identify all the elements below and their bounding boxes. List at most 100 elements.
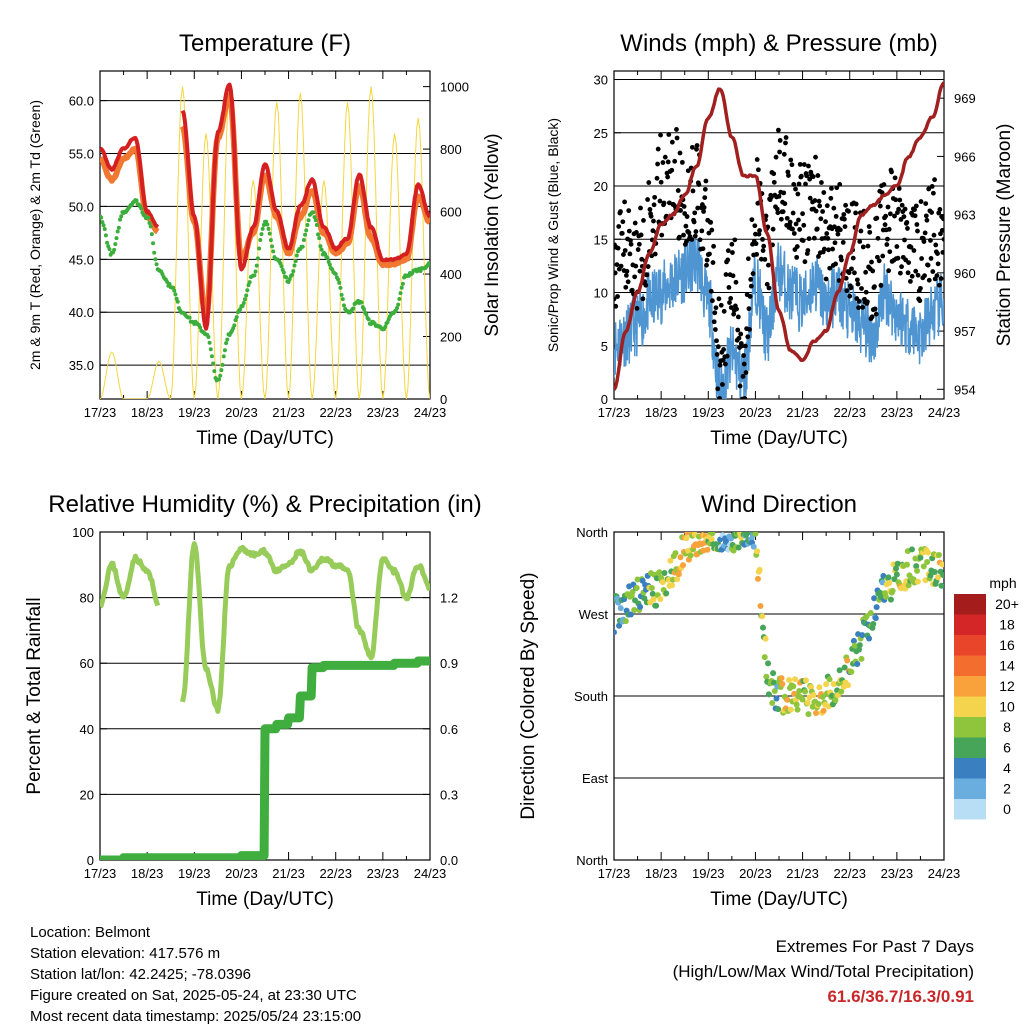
gust-point [897, 197, 903, 203]
dewpoint-point [293, 259, 298, 264]
direction-point [648, 585, 655, 592]
direction-point [622, 618, 629, 625]
gust-point [817, 203, 823, 209]
y-tick-label: 40.0 [69, 305, 94, 320]
precipitation-line [100, 656, 430, 860]
y-tick-label: 30 [594, 73, 608, 88]
gust-point [750, 271, 756, 276]
dewpoint-point [244, 293, 249, 298]
gust-point [774, 206, 780, 212]
direction-point [810, 692, 817, 699]
x-axis-label: Time (Day/UTC) [710, 428, 848, 449]
gust-point [753, 231, 758, 237]
gust-point [681, 204, 687, 209]
gust-point [689, 237, 695, 242]
direction-point [851, 642, 858, 649]
gust-point [840, 240, 846, 245]
dewpoint-point [351, 306, 356, 311]
gust-point [632, 274, 638, 280]
y-tick-label: 40 [80, 722, 94, 737]
gust-point [902, 206, 908, 212]
gust-point [711, 243, 716, 249]
y-tick-label: 35.0 [69, 358, 94, 373]
gust-point [933, 242, 939, 248]
dewpoint-point [219, 368, 224, 373]
dewpoint-point [257, 246, 262, 251]
direction-point [913, 563, 920, 570]
y-tick-label: 25 [594, 126, 608, 141]
x-tick-label: 23/23 [367, 866, 400, 881]
gust-point [935, 251, 940, 256]
direction-point [754, 548, 761, 555]
gust-point [745, 334, 751, 340]
dewpoint-point [245, 288, 250, 293]
dewpoint-point [217, 377, 222, 382]
gust-point [775, 210, 781, 216]
direction-point [786, 677, 793, 684]
dewpoint-point [261, 223, 266, 228]
gust-point [723, 272, 729, 277]
gust-point [709, 227, 715, 233]
dewpoint-point [336, 277, 341, 282]
direction-point [770, 679, 777, 686]
gust-point [860, 304, 866, 310]
gust-point [886, 226, 892, 232]
dewpoint-point [300, 244, 305, 249]
dewpoint-point [241, 300, 246, 305]
gust-point [929, 210, 935, 215]
gust-point [644, 272, 650, 278]
gust-point [815, 173, 821, 178]
gust-point [807, 176, 813, 182]
colorbar-label: 4 [1003, 760, 1011, 776]
y-tick-label: 10 [594, 286, 608, 301]
gust-point [634, 305, 640, 311]
gust-point [753, 241, 759, 247]
dewpoint-point [337, 280, 342, 285]
gust-point [721, 308, 727, 314]
x-tick-label: 19/23 [692, 866, 725, 881]
y-tick-label: South [574, 689, 608, 704]
y-axis-label: Percent & Total Rainfall [24, 597, 45, 794]
dewpoint-point [271, 249, 276, 254]
dewpoint-point [270, 244, 275, 249]
dewpoint-point [100, 215, 104, 220]
dewpoint-point [112, 247, 117, 252]
y2-tick-label: 963 [954, 208, 976, 223]
x-tick-label: 17/23 [598, 866, 631, 881]
gust-point [726, 285, 732, 290]
gust-point [737, 383, 743, 389]
gust-point [935, 261, 941, 267]
gust-point [615, 245, 621, 251]
direction-point [820, 707, 827, 714]
wind-pressure-panel: 17/23 18/23 19/23 20/23 21/23 22/23 23/23 24/23… [545, 30, 1015, 449]
gust-point [841, 212, 847, 217]
gust-point [693, 229, 699, 234]
gust-point [766, 285, 772, 291]
direction-point [848, 668, 855, 675]
x-tick-label: 20/23 [225, 866, 258, 881]
gust-point [912, 207, 917, 213]
gust-point [615, 294, 620, 299]
gust-point [748, 283, 754, 289]
gust-point [853, 201, 859, 207]
gust-point [665, 174, 671, 180]
direction-point [754, 575, 761, 582]
gust-point [684, 214, 690, 219]
gust-point [834, 185, 840, 191]
gust-point [646, 180, 652, 185]
gust-point [796, 181, 802, 187]
gust-point [727, 300, 732, 305]
dewpoint-point [221, 354, 226, 359]
direction-point [787, 706, 794, 713]
direction-point [779, 680, 786, 687]
gust-point [847, 293, 853, 299]
direction-point [756, 566, 763, 573]
recent-timestamp-text: Most recent data timestamp: 2025/05/24 2… [30, 1008, 362, 1025]
gust-point [790, 226, 795, 232]
x-tick-label: 18/23 [131, 405, 164, 420]
gust-point [754, 157, 760, 162]
gust-point [632, 220, 638, 226]
gust-point [728, 305, 734, 310]
gust-point [909, 273, 915, 279]
gust-point [701, 209, 706, 214]
